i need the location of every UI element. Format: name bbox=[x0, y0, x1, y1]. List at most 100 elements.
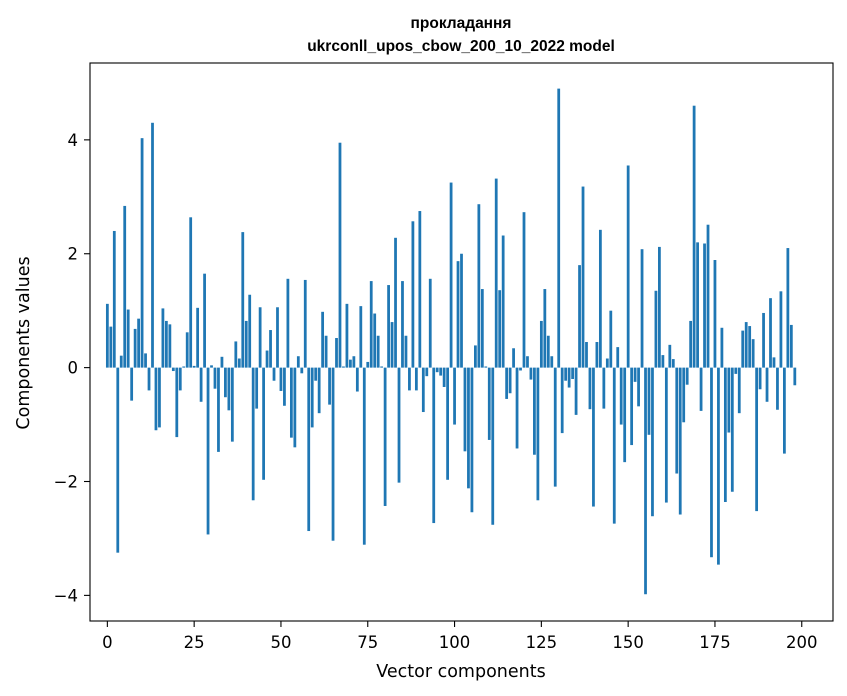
bar bbox=[258, 307, 262, 368]
y-axis-label: Components values bbox=[14, 256, 34, 429]
bar bbox=[744, 322, 748, 368]
bar bbox=[283, 367, 286, 406]
y-tick-label: 4 bbox=[68, 131, 79, 150]
bar bbox=[251, 367, 255, 501]
bar bbox=[522, 212, 526, 368]
bar bbox=[168, 324, 172, 368]
bar bbox=[366, 361, 370, 368]
bar bbox=[255, 367, 259, 409]
bar bbox=[793, 367, 797, 386]
bar bbox=[119, 355, 123, 368]
bar bbox=[491, 367, 495, 525]
bar bbox=[390, 322, 394, 368]
bar bbox=[342, 366, 345, 368]
bar bbox=[723, 367, 727, 502]
bar bbox=[578, 265, 581, 368]
bar bbox=[317, 367, 321, 414]
bar bbox=[717, 367, 720, 565]
bar bbox=[241, 232, 245, 368]
bar bbox=[668, 344, 672, 368]
bar bbox=[196, 307, 200, 368]
bar bbox=[116, 367, 120, 553]
x-axis-label: Vector components bbox=[376, 662, 545, 682]
bar bbox=[335, 338, 338, 368]
bar bbox=[189, 217, 193, 368]
bar bbox=[529, 367, 533, 380]
bar bbox=[480, 289, 484, 368]
bar bbox=[654, 290, 658, 368]
bar bbox=[616, 347, 620, 368]
x-tick-label: 200 bbox=[786, 633, 818, 652]
bar bbox=[387, 285, 390, 368]
bar bbox=[220, 356, 224, 368]
bar bbox=[574, 367, 578, 415]
bar bbox=[737, 367, 741, 414]
x-tick-label: 175 bbox=[699, 633, 731, 652]
bar bbox=[595, 342, 599, 368]
bar bbox=[248, 294, 252, 368]
bar bbox=[765, 367, 769, 402]
bar bbox=[776, 367, 779, 410]
bar bbox=[105, 303, 109, 368]
bar bbox=[460, 253, 463, 368]
bar bbox=[373, 313, 377, 368]
bar bbox=[147, 367, 151, 391]
bar bbox=[411, 221, 415, 368]
bar bbox=[675, 367, 679, 474]
bar bbox=[140, 138, 144, 368]
bar bbox=[720, 327, 724, 368]
bar bbox=[463, 367, 467, 452]
bar bbox=[637, 367, 640, 407]
bar bbox=[394, 237, 397, 368]
bar bbox=[213, 367, 217, 389]
x-tick-label: 125 bbox=[526, 633, 558, 652]
bar bbox=[512, 348, 515, 368]
bar bbox=[630, 367, 634, 446]
bar bbox=[585, 342, 588, 368]
bar bbox=[783, 367, 786, 454]
x-tick-label: 50 bbox=[270, 633, 291, 652]
bar bbox=[769, 298, 772, 368]
bar bbox=[567, 367, 571, 388]
bar bbox=[428, 278, 432, 368]
bar bbox=[449, 182, 453, 368]
bar bbox=[470, 367, 474, 513]
bar bbox=[671, 359, 675, 368]
bar bbox=[526, 356, 529, 368]
bar bbox=[276, 307, 279, 368]
bar bbox=[619, 367, 623, 425]
bar bbox=[158, 367, 161, 428]
bar bbox=[224, 367, 227, 398]
bar bbox=[307, 367, 311, 532]
bar bbox=[133, 328, 137, 368]
bar bbox=[664, 367, 668, 503]
bar bbox=[331, 367, 335, 541]
bar bbox=[321, 311, 325, 368]
bar bbox=[543, 289, 547, 368]
bar bbox=[477, 204, 481, 368]
bar bbox=[713, 260, 717, 368]
bar bbox=[227, 367, 231, 411]
bar bbox=[550, 356, 554, 368]
chart-subtitle: ukrconll_upos_cbow_200_10_2022 model bbox=[307, 38, 615, 55]
bar bbox=[508, 367, 512, 394]
bar bbox=[564, 367, 568, 381]
bar bbox=[303, 279, 307, 368]
bar bbox=[175, 367, 179, 438]
bar bbox=[432, 367, 436, 524]
bar bbox=[539, 320, 543, 368]
bar bbox=[435, 367, 439, 373]
bar bbox=[210, 365, 213, 368]
bar bbox=[154, 367, 158, 431]
bar bbox=[685, 367, 689, 385]
bar bbox=[467, 367, 470, 489]
bar bbox=[185, 332, 189, 368]
bar bbox=[505, 367, 509, 399]
bar bbox=[380, 366, 384, 368]
bar bbox=[536, 367, 540, 501]
y-tick-label: 0 bbox=[68, 359, 79, 378]
bar bbox=[279, 367, 283, 391]
bar bbox=[369, 281, 373, 368]
bar bbox=[533, 367, 536, 455]
bar bbox=[484, 366, 488, 368]
